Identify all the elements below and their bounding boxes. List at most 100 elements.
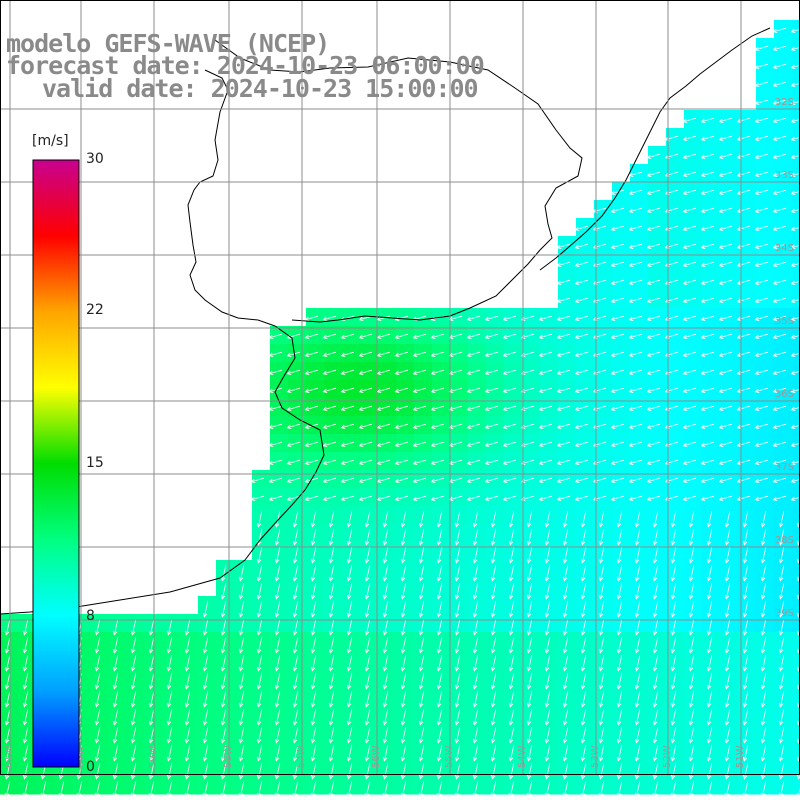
wind-arrow <box>502 369 516 376</box>
longitude-label: 51W <box>735 745 746 768</box>
wind-arrow <box>394 369 408 376</box>
wind-arrow <box>772 297 786 304</box>
wind-arrow <box>718 153 732 160</box>
wind-arrow <box>484 459 498 466</box>
wind-arrow <box>754 423 768 430</box>
wind-arrow <box>724 655 731 672</box>
wind-arrow <box>790 370 800 376</box>
wind-arrow <box>454 511 461 528</box>
wind-arrow <box>778 781 785 798</box>
wind-arrow <box>412 405 426 412</box>
wind-cell <box>792 578 800 597</box>
wind-arrow <box>346 691 353 708</box>
wind-arrow <box>688 583 695 600</box>
wind-cell <box>792 650 800 669</box>
wind-arrow <box>616 637 623 654</box>
wind-cell <box>792 380 800 399</box>
wind-arrow <box>292 781 299 798</box>
wind-arrow <box>364 565 371 582</box>
wind-arrow <box>364 673 371 690</box>
wind-arrow <box>436 637 443 654</box>
wind-arrow <box>538 369 552 376</box>
wind-arrow <box>22 727 29 744</box>
wind-arrow <box>562 565 569 582</box>
wind-arrow <box>598 529 605 546</box>
wind-arrow <box>778 565 785 582</box>
wind-arrow <box>772 135 786 142</box>
wind-arrow <box>754 243 768 250</box>
wind-arrow <box>796 733 800 744</box>
wind-arrow <box>508 673 515 690</box>
wind-arrow <box>382 691 389 708</box>
wind-arrow <box>286 387 300 394</box>
wind-arrow <box>736 297 750 304</box>
wind-arrow <box>184 709 191 726</box>
wind-arrow <box>502 387 516 394</box>
wind-arrow <box>700 189 714 196</box>
wind-arrow <box>598 601 605 618</box>
wind-arrow <box>796 625 800 636</box>
wind-arrow <box>616 673 623 690</box>
wind-arrow <box>490 637 497 654</box>
wind-arrow <box>256 673 263 690</box>
wind-arrow <box>112 763 119 780</box>
wind-arrow <box>310 547 317 564</box>
wind-arrow <box>646 153 660 160</box>
wind-arrow <box>754 207 768 214</box>
wind-arrow <box>472 691 479 708</box>
wind-arrow <box>562 583 569 600</box>
wind-arrow <box>412 387 426 394</box>
wind-arrow <box>736 279 750 286</box>
valid-date: valid date: 2024-10-23 15:00:00 <box>42 74 479 103</box>
wind-arrow <box>646 333 660 340</box>
wind-arrow <box>382 709 389 726</box>
wind-arrow <box>796 751 800 762</box>
wind-arrow <box>742 763 749 780</box>
wind-arrow <box>790 298 800 304</box>
wind-arrow <box>682 189 696 196</box>
wind-arrow <box>418 583 425 600</box>
wind-arrow <box>760 673 767 690</box>
wind-arrow <box>634 547 641 564</box>
wind-arrow <box>736 243 750 250</box>
wind-arrow <box>310 781 317 798</box>
wind-arrow <box>472 529 479 546</box>
wind-arrow <box>670 529 677 546</box>
wind-arrow <box>220 565 227 582</box>
wind-arrow <box>682 117 696 124</box>
wind-arrow <box>112 673 119 690</box>
wind-arrow <box>754 369 768 376</box>
wind-arrow <box>670 565 677 582</box>
wind-arrow <box>166 781 173 798</box>
wind-arrow <box>202 781 209 798</box>
wind-arrow <box>610 369 624 376</box>
wind-arrow <box>718 441 732 448</box>
wind-arrow <box>358 459 372 466</box>
wind-arrow <box>418 673 425 690</box>
wind-arrow <box>268 459 282 466</box>
wind-arrow <box>682 153 696 160</box>
wind-arrow <box>682 369 696 376</box>
wind-arrow <box>790 460 800 466</box>
wind-arrow <box>736 171 750 178</box>
wind-arrow <box>562 655 569 672</box>
wind-arrow <box>574 351 588 358</box>
wind-cell <box>792 326 800 345</box>
wind-arrow <box>526 745 533 762</box>
wind-arrow <box>754 45 768 52</box>
wind-arrow <box>364 619 371 636</box>
wind-arrow <box>700 405 714 412</box>
wind-arrow <box>646 405 660 412</box>
wind-arrow <box>526 655 533 672</box>
wind-arrow <box>22 745 29 762</box>
wind-arrow <box>670 781 677 798</box>
wind-arrow <box>742 601 749 618</box>
wind-arrow <box>130 673 137 690</box>
wind-arrow <box>724 709 731 726</box>
wind-arrow <box>580 619 587 636</box>
wind-arrow <box>322 441 336 448</box>
wind-arrow <box>418 529 425 546</box>
wind-arrow <box>346 619 353 636</box>
wind-arrow <box>682 333 696 340</box>
wind-arrow <box>562 673 569 690</box>
